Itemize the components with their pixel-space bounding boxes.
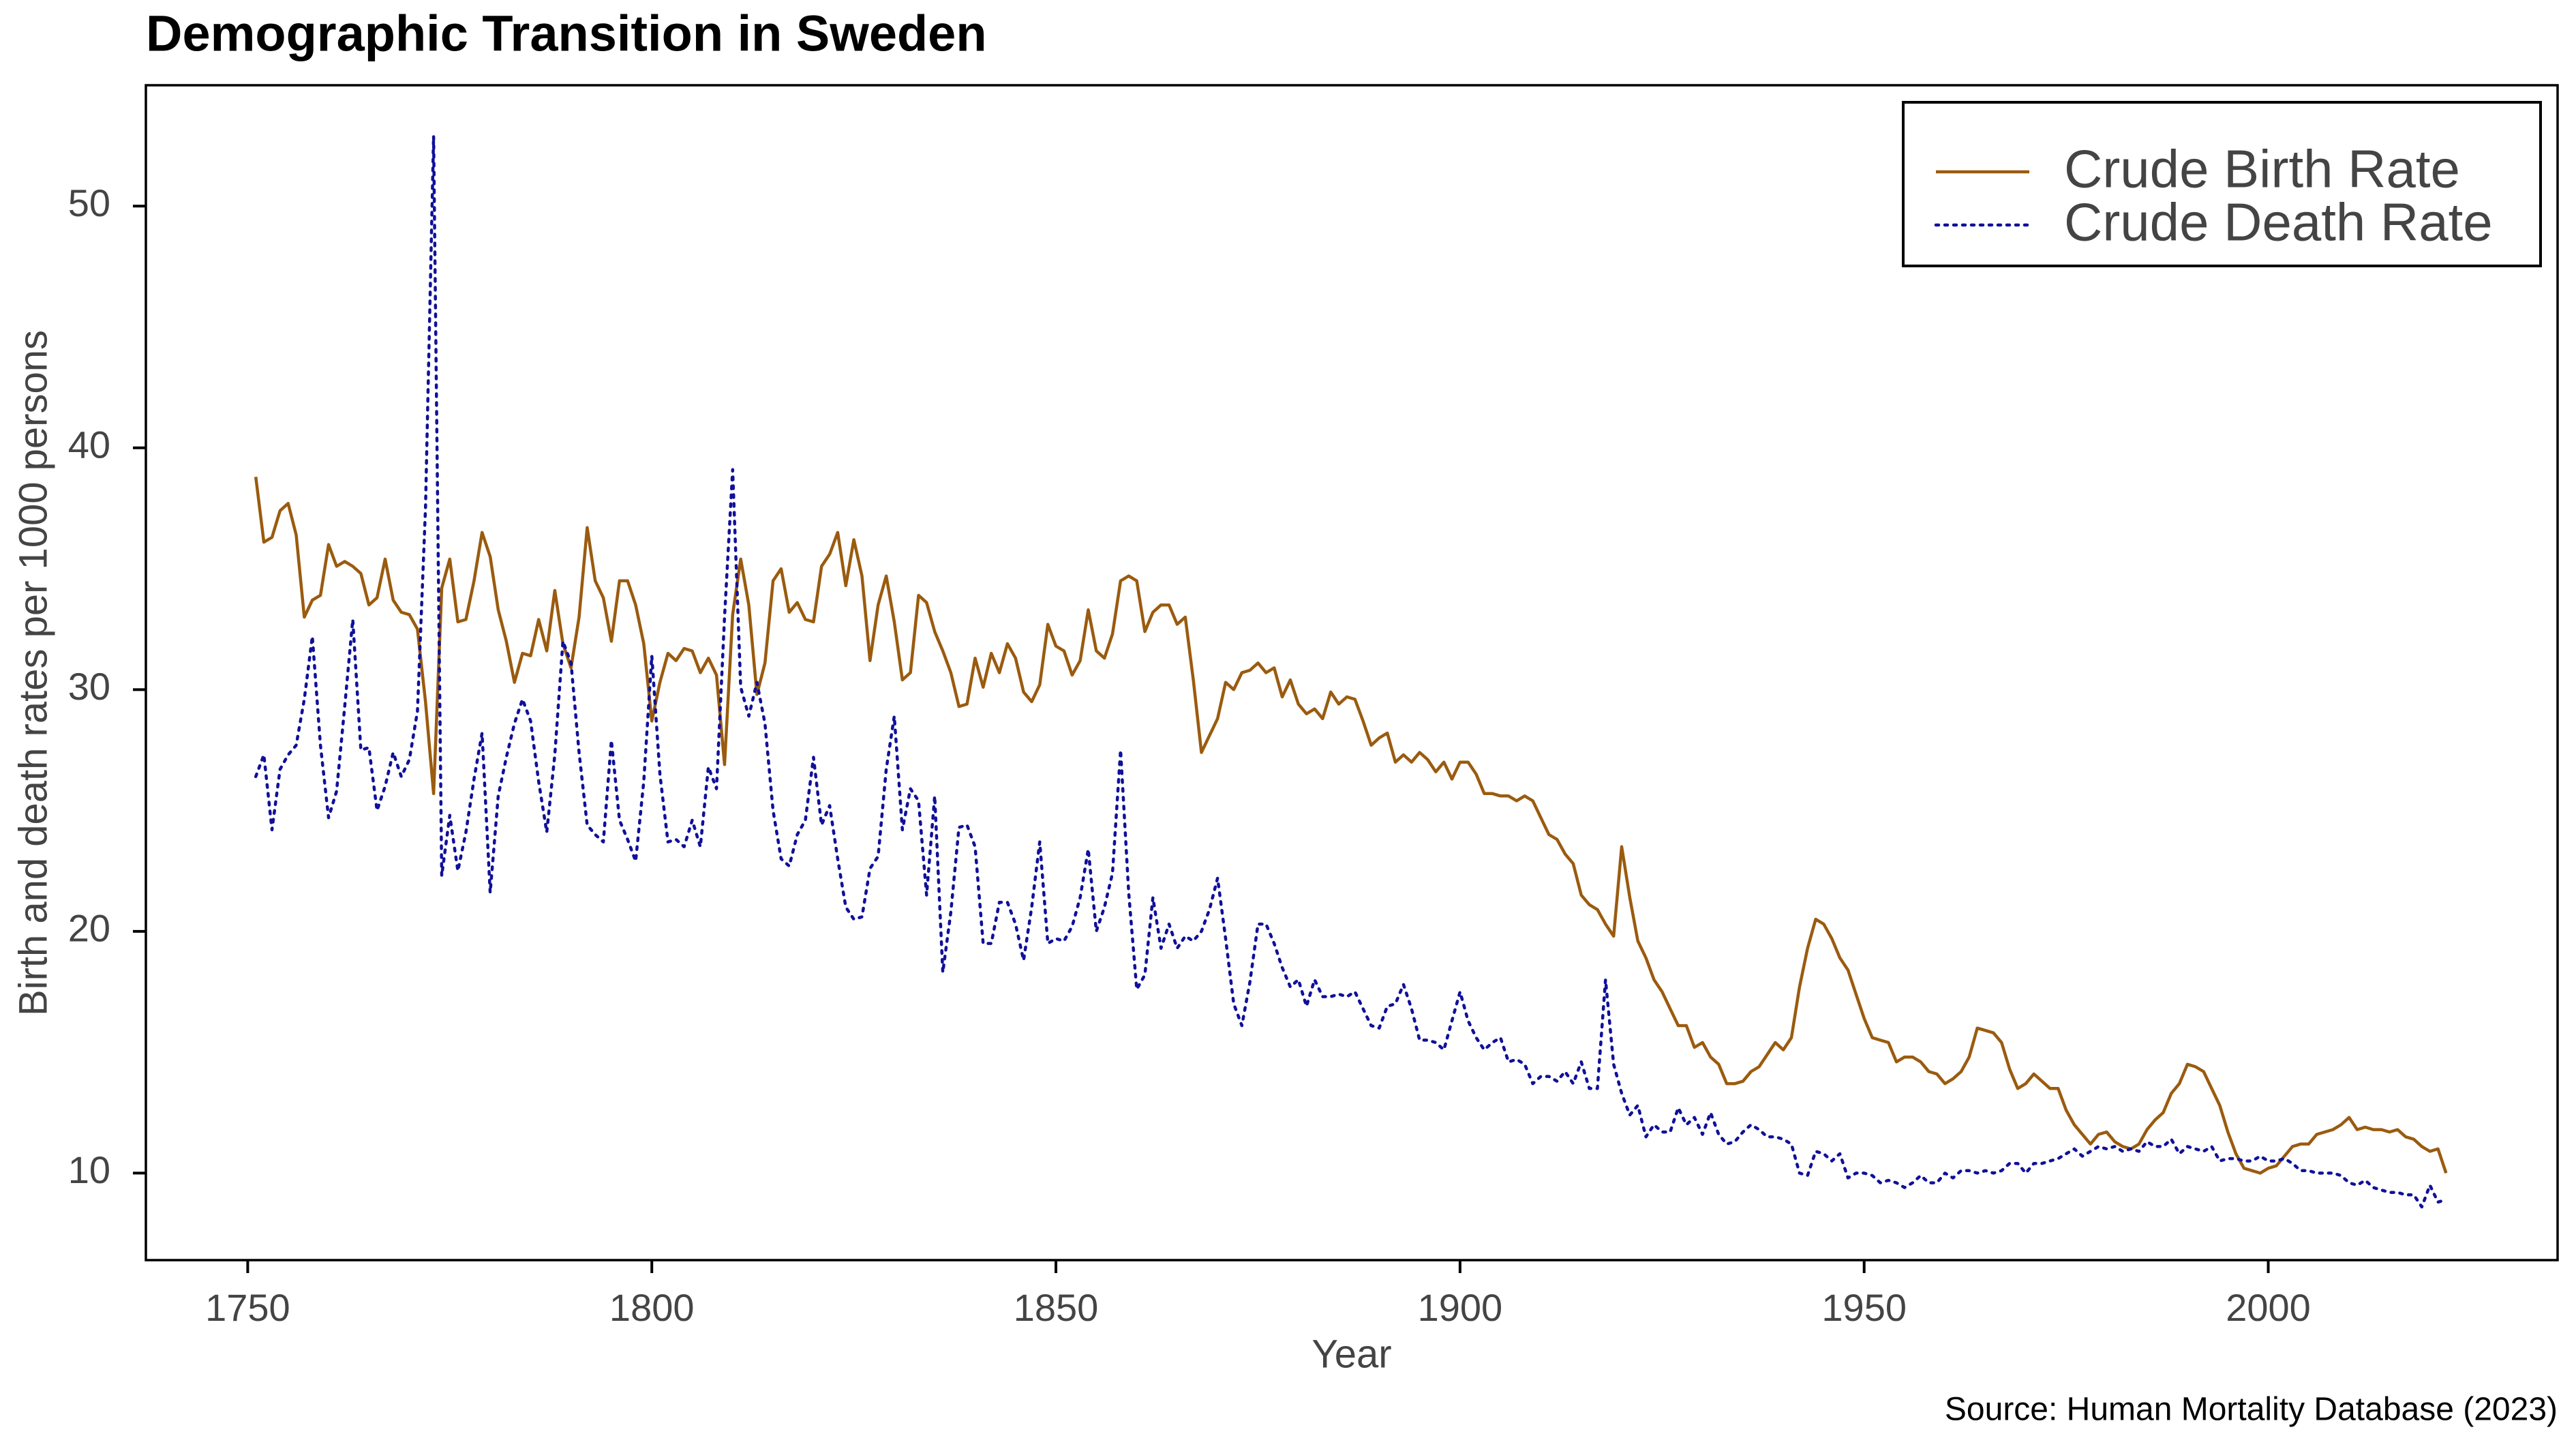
legend-box [1902,101,2542,267]
legend-label: Crude Birth Rate [2064,139,2460,199]
x-tick-label: 2000 [2226,1286,2311,1329]
y-axis-label: Birth and death rates per 1000 persons [11,330,55,1016]
plot-frame [145,84,2559,1261]
y-tick-label: 20 [68,907,110,950]
y-tick-label: 30 [68,665,110,708]
series-line [254,134,2448,1209]
y-tick-label: 10 [68,1148,110,1191]
x-axis-label: Year [1312,1332,1391,1376]
x-tick-label: 1900 [1418,1286,1503,1329]
x-tick-label: 1800 [609,1286,695,1329]
x-tick-label: 1750 [205,1286,290,1329]
y-tick-label: 50 [68,181,110,224]
legend-label: Crude Death Rate [2064,192,2493,252]
source-note: Source: Human Mortality Database (2023) [1945,1392,2558,1428]
y-tick-label: 40 [68,423,110,466]
x-tick-label: 1850 [1014,1286,1099,1329]
x-tick-label: 1950 [1821,1286,1907,1329]
chart-title: Demographic Transition in Sweden [146,5,987,62]
series-line [254,477,2448,1175]
